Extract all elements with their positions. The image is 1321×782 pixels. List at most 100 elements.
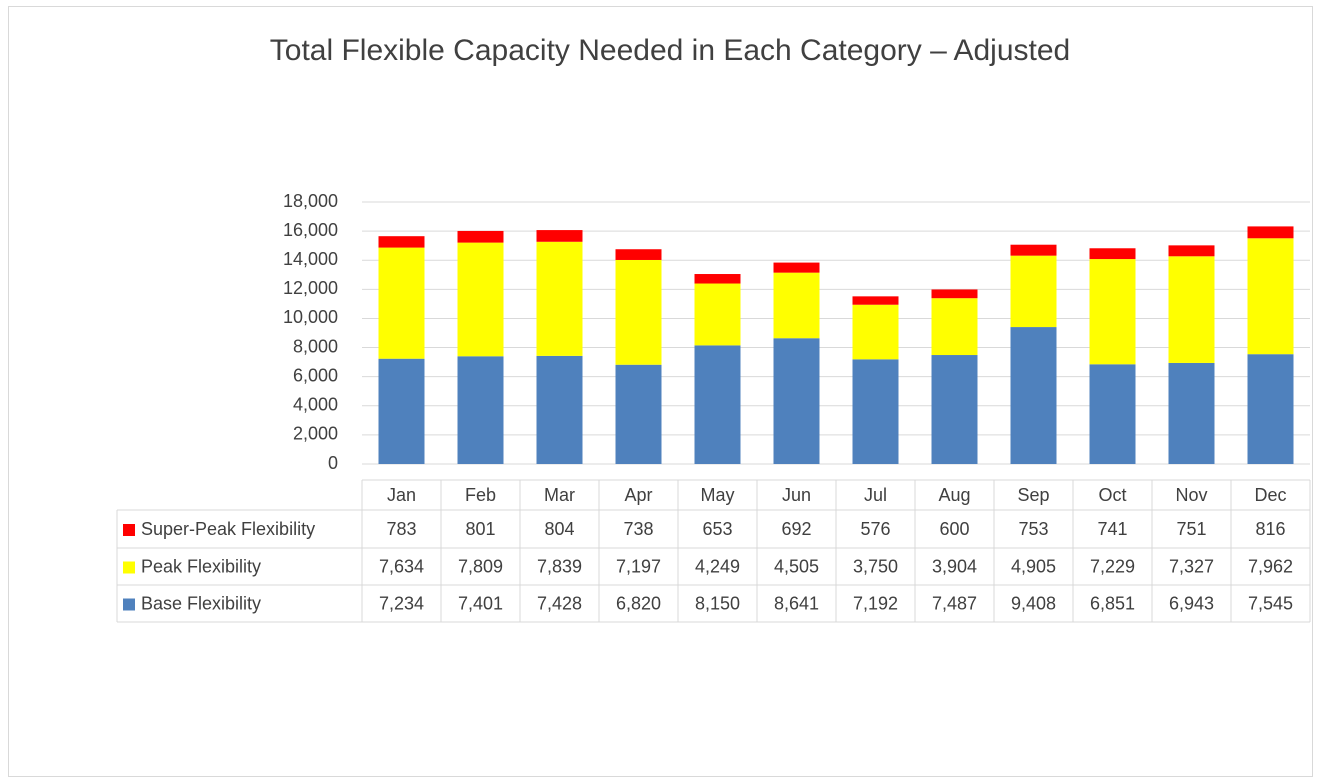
- y-tick-label: 8,000: [293, 336, 338, 356]
- table-value: 3,904: [932, 556, 977, 576]
- x-tick-label: Oct: [1098, 485, 1126, 505]
- bar-segment: [1089, 248, 1136, 260]
- table-value: 7,197: [616, 556, 661, 576]
- bar-segment: [1010, 327, 1057, 464]
- table-value: 7,809: [458, 556, 503, 576]
- table-value: 9,408: [1011, 593, 1056, 613]
- table-value: 738: [623, 519, 653, 539]
- table-value: 8,150: [695, 593, 740, 613]
- table-value: 7,839: [537, 556, 582, 576]
- table-value: 7,234: [379, 593, 424, 613]
- table-value: 7,634: [379, 556, 424, 576]
- x-tick-label: May: [700, 485, 734, 505]
- x-tick-label: Dec: [1254, 485, 1286, 505]
- y-tick-label: 12,000: [283, 278, 338, 298]
- bar-segment: [457, 242, 504, 357]
- legend-swatch: [123, 598, 135, 611]
- bar-segment: [615, 249, 662, 260]
- table-value: 741: [1097, 519, 1127, 539]
- x-tick-label: Mar: [544, 485, 575, 505]
- x-tick-label: Jul: [864, 485, 887, 505]
- bar-segment: [773, 262, 820, 273]
- table-value: 7,962: [1248, 556, 1293, 576]
- bar-segment: [694, 283, 741, 346]
- table-value: 7,229: [1090, 556, 1135, 576]
- chart-title: Total Flexible Capacity Needed in Each C…: [270, 34, 1070, 67]
- legend-label: Base Flexibility: [141, 593, 261, 613]
- table-value: 600: [939, 519, 969, 539]
- bar-segment: [773, 338, 820, 464]
- table-value: 751: [1176, 519, 1206, 539]
- table-value: 7,327: [1169, 556, 1214, 576]
- table-value: 753: [1018, 519, 1048, 539]
- bar-segment: [378, 358, 425, 464]
- table-value: 7,545: [1248, 593, 1293, 613]
- bar-segment: [1089, 259, 1136, 365]
- bar-segment: [931, 289, 978, 299]
- x-tick-label: Jan: [387, 485, 416, 505]
- x-tick-label: Nov: [1175, 485, 1207, 505]
- table-value: 6,851: [1090, 593, 1135, 613]
- bar-segment: [1247, 226, 1294, 239]
- table-value: 692: [781, 519, 811, 539]
- table-value: 4,249: [695, 556, 740, 576]
- bar-segment: [694, 274, 741, 284]
- table-value: 3,750: [853, 556, 898, 576]
- bar-segment: [615, 259, 662, 365]
- table-value: 816: [1255, 519, 1285, 539]
- table-value: 653: [702, 519, 732, 539]
- y-tick-label: 4,000: [293, 395, 338, 415]
- table-value: 783: [386, 519, 416, 539]
- bar-segment: [615, 364, 662, 464]
- bar-segment: [378, 236, 425, 248]
- x-tick-label: Feb: [465, 485, 496, 505]
- y-tick-label: 16,000: [283, 220, 338, 240]
- y-tick-label: 18,000: [283, 191, 338, 211]
- bar-segment: [1010, 244, 1057, 256]
- bar-segment: [1168, 256, 1215, 363]
- table-value: 7,192: [853, 593, 898, 613]
- y-tick-label: 2,000: [293, 424, 338, 444]
- legend-swatch: [123, 524, 135, 536]
- table-value: 804: [544, 519, 574, 539]
- bar-segment: [852, 359, 899, 464]
- x-tick-label: Jun: [782, 485, 811, 505]
- bar-segment: [536, 230, 583, 242]
- x-tick-label: Apr: [624, 485, 652, 505]
- bar-segment: [536, 355, 583, 464]
- legend-label: Peak Flexibility: [141, 556, 261, 576]
- table-value: 6,943: [1169, 593, 1214, 613]
- bar-segment: [931, 355, 978, 464]
- table-value: 7,487: [932, 593, 977, 613]
- table-value: 4,905: [1011, 556, 1056, 576]
- table-value: 4,505: [774, 556, 819, 576]
- legend-label: Super-Peak Flexibility: [141, 519, 315, 539]
- bar-segment: [1089, 364, 1136, 464]
- y-tick-label: 10,000: [283, 307, 338, 327]
- table-value: 6,820: [616, 593, 661, 613]
- table-value: 576: [860, 519, 890, 539]
- table-value: 801: [465, 519, 495, 539]
- bar-segment: [931, 298, 978, 356]
- bar-segment: [852, 304, 899, 360]
- bar-segment: [1247, 354, 1294, 464]
- bar-segment: [457, 230, 504, 243]
- y-tick-label: 14,000: [283, 249, 338, 269]
- bar-segment: [1168, 245, 1215, 257]
- y-tick-label: 0: [328, 453, 338, 473]
- table-value: 7,401: [458, 593, 503, 613]
- table-value: 7,428: [537, 593, 582, 613]
- bar-segment: [378, 247, 425, 359]
- bar-segment: [1010, 255, 1057, 328]
- y-tick-label: 6,000: [293, 365, 338, 385]
- legend-swatch: [123, 561, 135, 574]
- x-tick-label: Aug: [938, 485, 970, 505]
- bar-segment: [536, 241, 583, 356]
- bar-segment: [852, 296, 899, 305]
- bar-segment: [1247, 238, 1294, 355]
- bar-segment: [694, 345, 741, 464]
- bar-segment: [1168, 362, 1215, 464]
- table-value: 8,641: [774, 593, 819, 613]
- bar-segment: [457, 356, 504, 464]
